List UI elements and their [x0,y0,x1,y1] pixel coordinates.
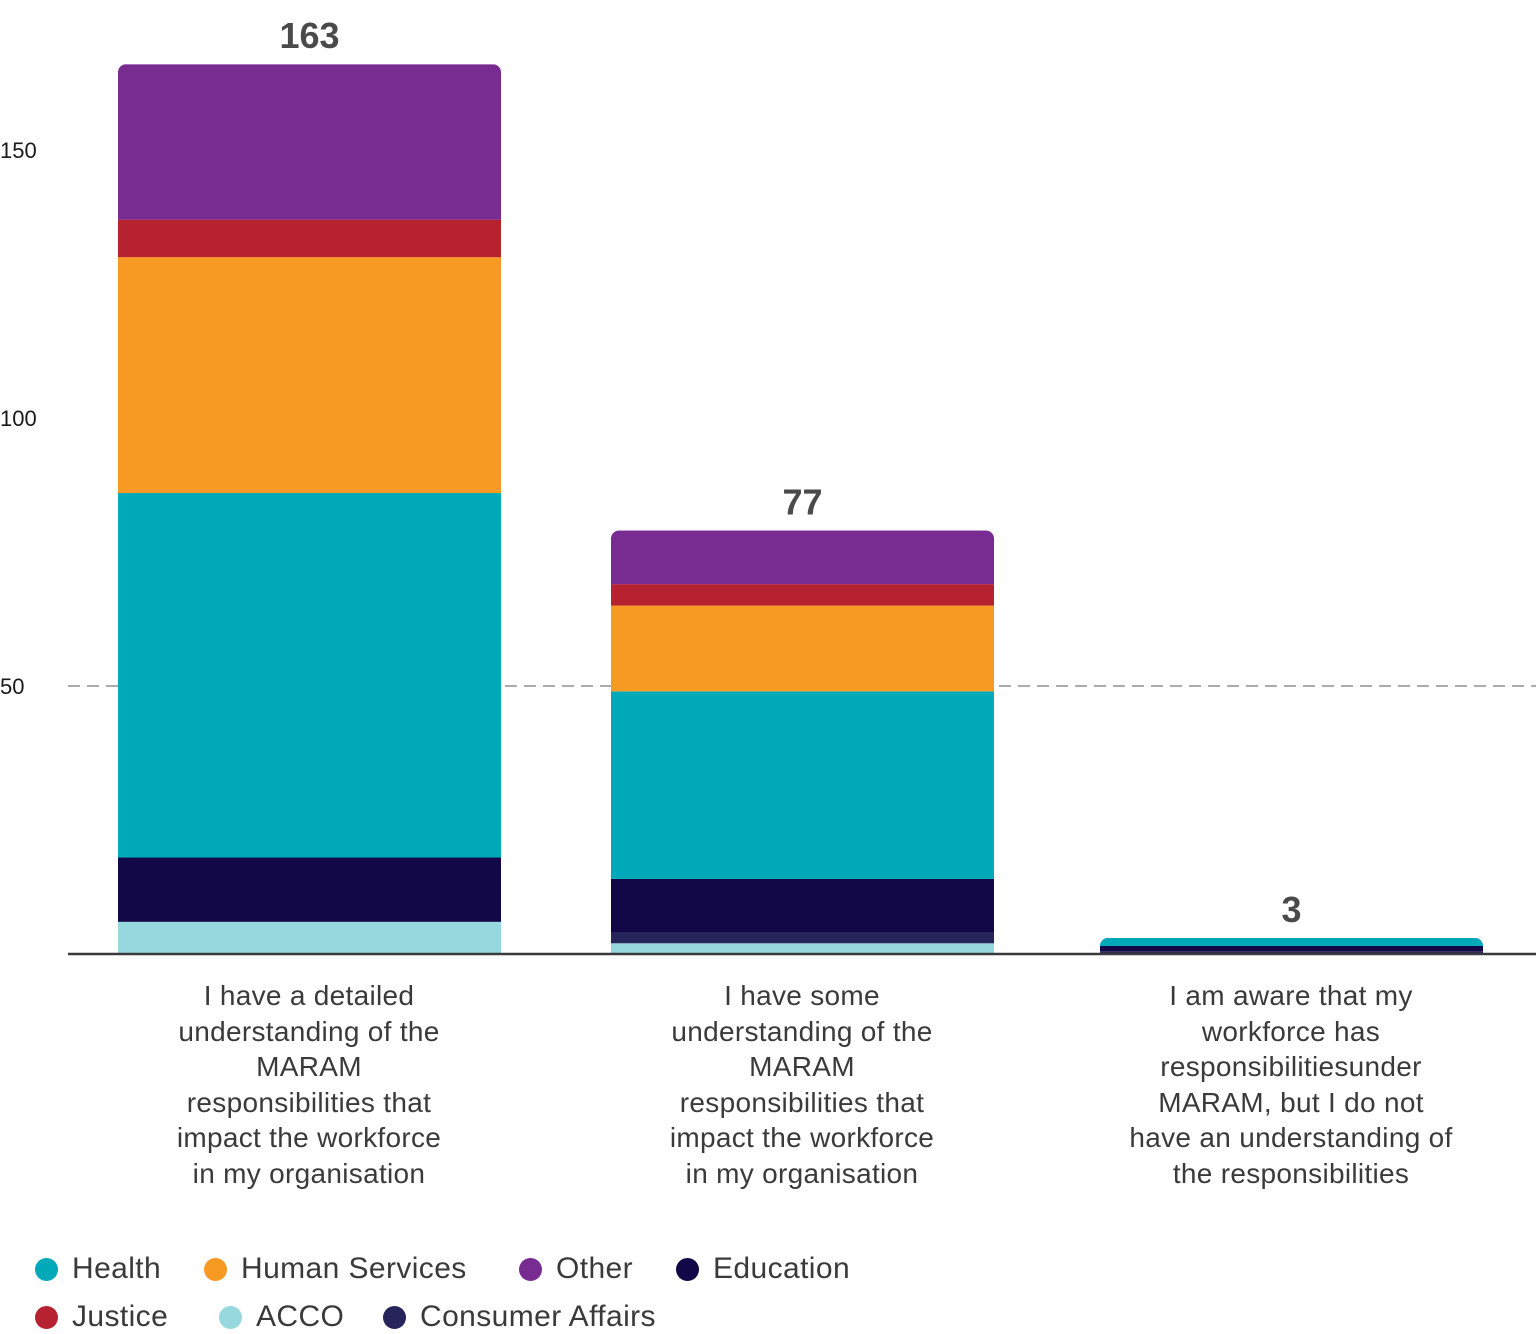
bar-stack-2 [1100,937,1483,954]
bars [118,64,1483,954]
legend-item-education: Education [676,1252,850,1286]
legend-swatch [219,1305,242,1329]
bar-segment-consumer-affairs [611,932,994,944]
category-label-line: responsibilities that [186,1086,432,1118]
bar-segment-acco [118,921,501,954]
legend-swatch [35,1257,58,1281]
legend-item-justice: Justice [35,1300,168,1334]
category-label-line: impact the workforce [176,1122,442,1153]
legend-label: Human Services [241,1252,467,1285]
bar-segment-other [611,530,994,585]
bar-segment-acco [611,943,994,954]
legend-label: ACCO [256,1300,345,1333]
bar-segment-health [1100,937,1483,946]
y-tick-label: 150 [0,138,37,163]
labels: 50 100 150 163 77 3 [0,15,1302,930]
category-label-line: workforce has [1201,1015,1381,1047]
category-label-line: MARAM, but I do not [1158,1086,1424,1118]
bar-segment-consumer-affairs [1100,951,1483,954]
legend-swatch [204,1257,227,1281]
total-label: 3 [1281,889,1301,930]
category-label-line: I have a detailed [203,980,415,1011]
category-label-line: in my organisation [192,1157,426,1189]
bar-stack-0 [118,64,501,954]
legend-item-acco: ACCO [219,1300,344,1334]
y-tick-label: 50 [0,674,24,699]
legend-swatch [519,1257,542,1281]
category-label-line: MARAM [256,1051,362,1082]
legend-item-human-services: Human Services [204,1252,467,1286]
stacked-bar-chart: 50 100 150 163 77 3 [0,15,1536,956]
bar-segment-justice [611,584,994,606]
category-label-line: I have some [724,980,880,1011]
category-label-line: responsibilitiesunder [1160,1051,1422,1082]
category-label-line: understanding of the [671,1015,933,1047]
y-tick-label: 100 [0,406,37,431]
bar-segment-education [1100,945,1483,952]
legend-label: Consumer Affairs [420,1300,656,1333]
legend-swatch [383,1305,406,1329]
bar-segment-health [118,493,501,858]
total-label: 163 [279,15,339,56]
category-label: I have a detailed understanding of the MAR… [129,978,489,1191]
bar-segment-human-services [611,605,994,692]
category-label: I am aware that my workforce has responsib… [1111,978,1471,1191]
bar-segment-education [118,857,501,922]
legend-item-health: Health [35,1252,161,1286]
legend-item-consumer-affairs: Consumer Affairs [383,1300,656,1334]
category-label-line: understanding of the [178,1015,440,1047]
category-label-line: MARAM [749,1051,855,1082]
category-label-line: the responsibilities [1172,1157,1410,1189]
bar-segment-human-services [118,257,501,494]
bar-stack-1 [611,530,994,954]
category-label-line: I am aware that my [1169,980,1413,1011]
legend-item-other: Other [519,1252,633,1286]
bar-segment-health [611,691,994,879]
category-label-line: have an understanding of [1129,1122,1453,1153]
total-label: 77 [782,482,822,523]
bar-segment-education [611,878,994,933]
category-label-line: responsibilities that [679,1086,925,1118]
legend-label: Health [72,1252,162,1285]
category-label-line: in my organisation [685,1157,919,1189]
legend-swatch [35,1305,58,1329]
category-label: I have some understanding of the MARAM resp… [622,978,982,1191]
bar-segment-justice [118,219,501,258]
legend-swatch [676,1257,699,1281]
legend-label: Other [556,1252,634,1285]
bar-segment-other [118,64,501,220]
category-label-line: impact the workforce [669,1122,935,1153]
legend-label: Education [713,1252,851,1285]
legend-label: Justice [72,1300,169,1333]
